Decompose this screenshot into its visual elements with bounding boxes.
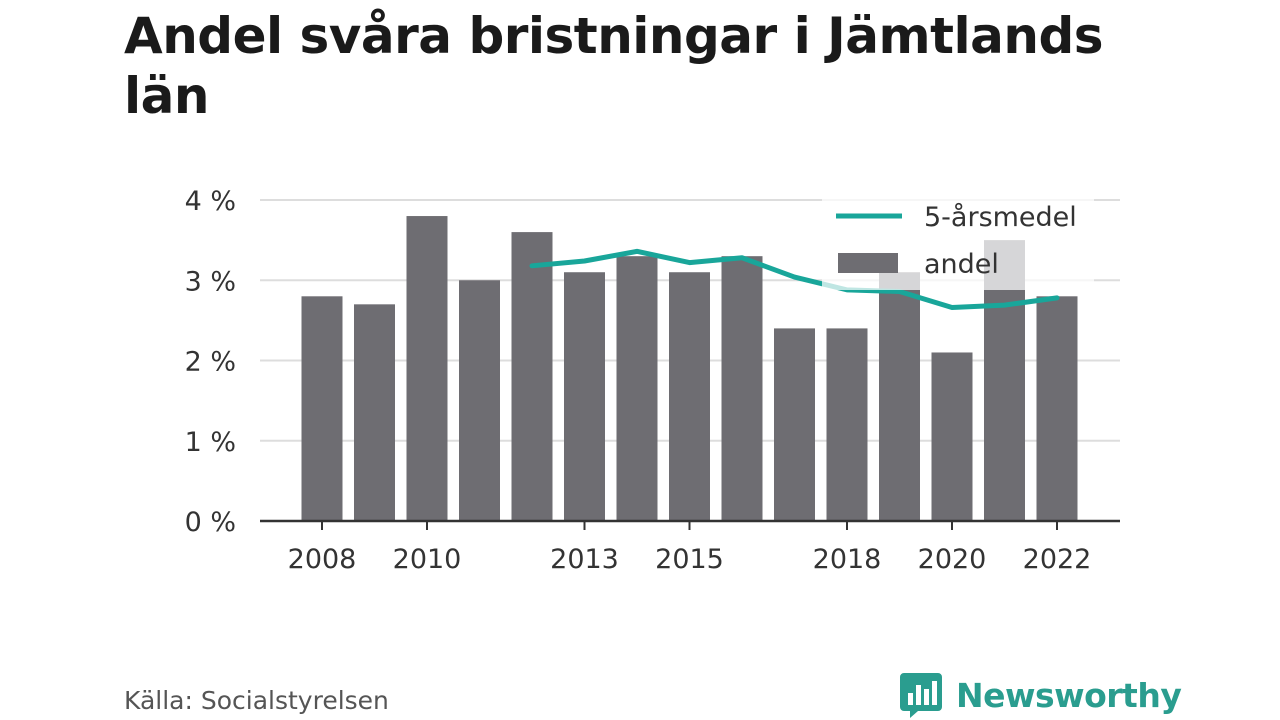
x-tick-label: 2015 bbox=[655, 544, 724, 575]
y-tick-label: 2 % bbox=[185, 347, 236, 378]
x-tick-label: 2013 bbox=[550, 544, 619, 575]
bars bbox=[301, 216, 1078, 522]
bar-2015 bbox=[669, 272, 710, 521]
bar-2014 bbox=[616, 256, 658, 521]
y-tick-label: 1 % bbox=[185, 427, 236, 458]
x-tick-label: 2018 bbox=[813, 544, 882, 575]
x-tick-label: 2020 bbox=[918, 544, 987, 575]
line-5-arsmedel bbox=[529, 248, 1060, 311]
legend-background bbox=[822, 190, 1094, 290]
moving-average-line bbox=[529, 248, 1060, 311]
brand-name: Newsworthy bbox=[956, 675, 1182, 715]
bar-2017 bbox=[774, 328, 815, 521]
x-tick-label: 2010 bbox=[393, 544, 462, 575]
brand-logo[interactable]: Newsworthy bbox=[900, 670, 1182, 720]
bar-2019 bbox=[879, 272, 920, 521]
bar-2020 bbox=[931, 352, 973, 521]
chart: 0 % 1 % 2 % 3 % 4 % 2008 2010 2013 2015 2018 2020… bbox=[185, 186, 1120, 575]
x-axis: 2008 2010 2013 2015 2018 2020 2022 bbox=[260, 519, 1120, 575]
legend-bar-swatch bbox=[838, 253, 898, 273]
bar-2016 bbox=[721, 256, 763, 521]
x-tick-label: 2022 bbox=[1023, 544, 1092, 575]
legend-label-5-arsmedel: 5-årsmedel bbox=[924, 202, 1077, 233]
x-tick-label: 2008 bbox=[288, 544, 357, 575]
bar-2022 bbox=[1036, 296, 1078, 521]
bar-2012 bbox=[511, 232, 553, 521]
y-axis-ticks: 0 % 1 % 2 % 3 % 4 % bbox=[185, 186, 236, 538]
bar-2013 bbox=[564, 272, 605, 521]
bar-2018 bbox=[826, 328, 868, 521]
y-tick-label: 4 % bbox=[185, 186, 236, 217]
legend-label-andel: andel bbox=[924, 249, 999, 280]
bar-2011 bbox=[459, 280, 500, 521]
source-note: Källa: Socialstyrelsen bbox=[124, 686, 389, 715]
y-tick-label: 3 % bbox=[185, 266, 236, 297]
bar-2008 bbox=[301, 296, 343, 521]
bar-2009 bbox=[354, 304, 395, 521]
bar-2010 bbox=[406, 216, 448, 522]
legend: 5-årsmedel andel bbox=[822, 190, 1094, 290]
y-tick-label: 0 % bbox=[185, 507, 236, 538]
chart-title: Andel svåra bristningar i Jämtlands län bbox=[124, 7, 1104, 125]
bar-chart-speech-bubble-icon bbox=[900, 673, 942, 718]
